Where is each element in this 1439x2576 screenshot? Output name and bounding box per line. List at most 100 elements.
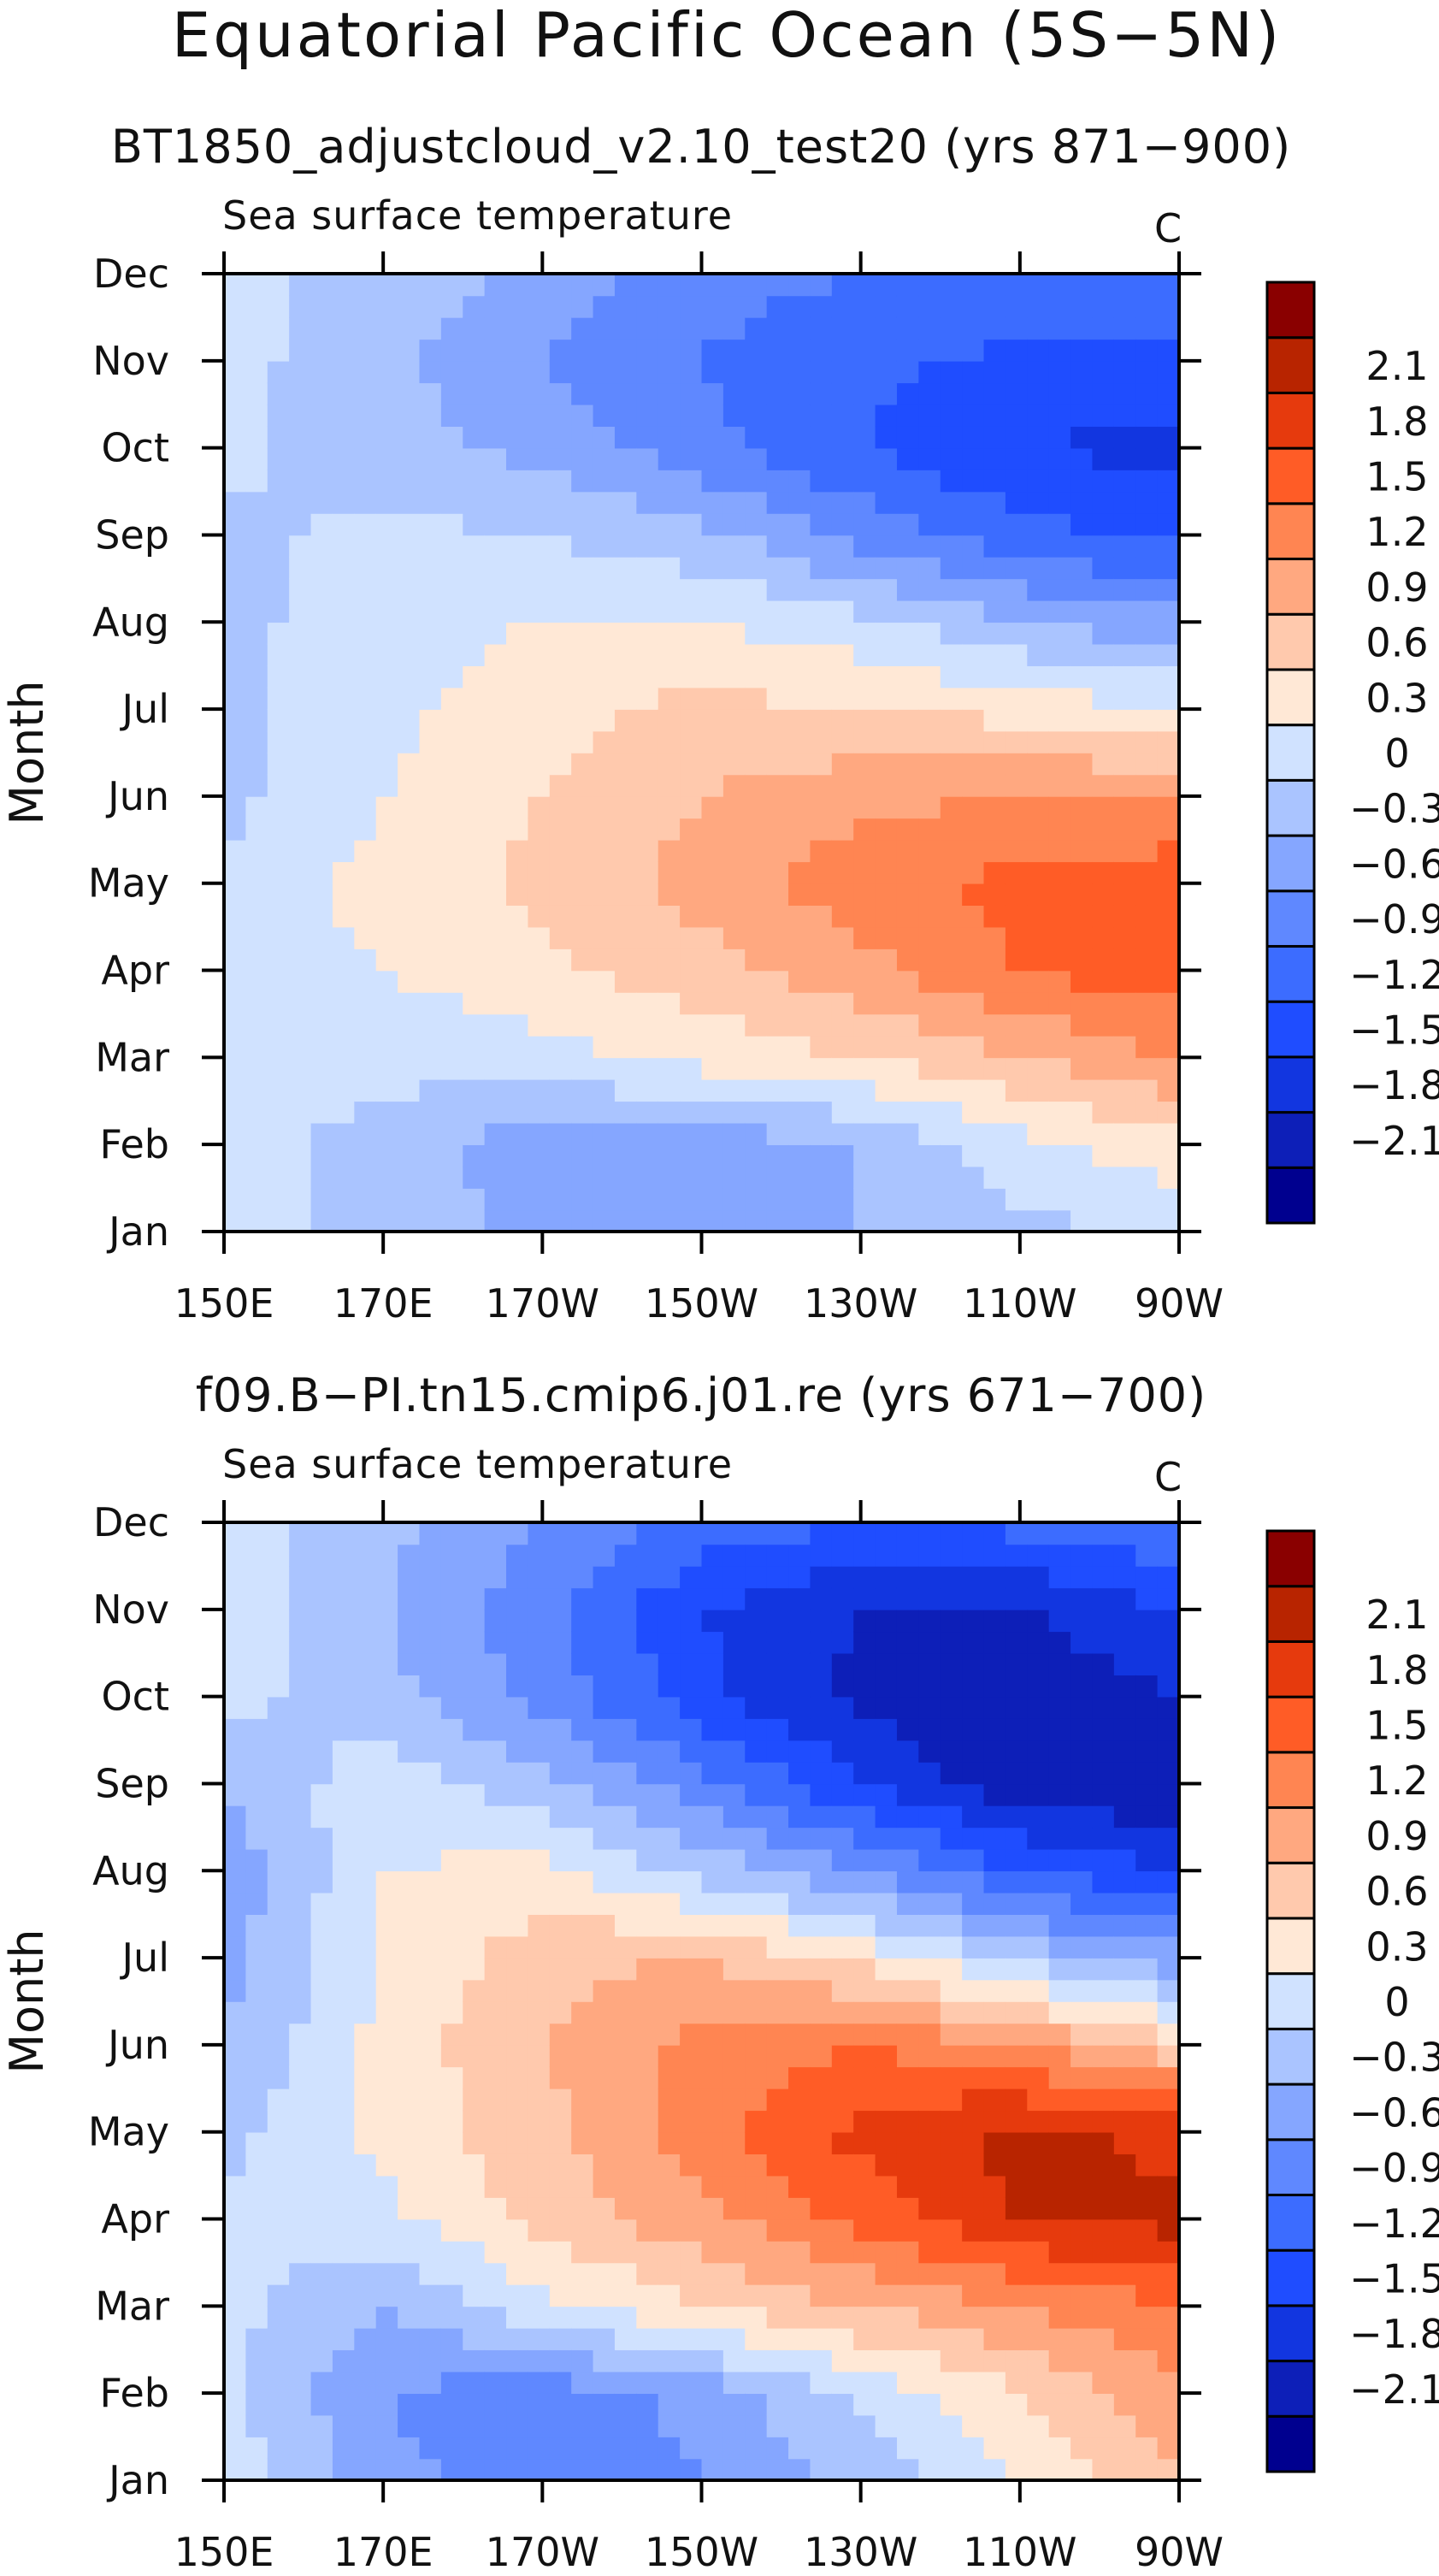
heatmap-cell	[983, 1870, 1006, 1894]
heatmap-cell	[636, 2306, 659, 2329]
heatmap-cell	[831, 2349, 855, 2372]
heatmap-cell	[831, 382, 855, 405]
y-tick-label: Jul	[119, 686, 169, 732]
heatmap-cell	[896, 1609, 920, 1633]
heatmap-cell	[722, 905, 746, 928]
heatmap-cell	[983, 970, 1006, 993]
heatmap-cell	[1113, 1892, 1137, 1915]
heatmap-cell	[419, 992, 442, 1015]
heatmap-cell	[419, 2219, 442, 2242]
heatmap-cell	[918, 1122, 941, 1145]
heatmap-cell	[528, 1587, 551, 1610]
heatmap-cell	[463, 316, 486, 340]
heatmap-cell	[636, 470, 659, 493]
heatmap-cell	[440, 665, 464, 688]
heatmap-cell	[593, 1740, 616, 1763]
heatmap-cell	[310, 2284, 333, 2307]
colorbar-swatch	[1265, 1640, 1316, 1699]
heatmap-cell	[962, 1609, 985, 1633]
heatmap-cell	[722, 1675, 746, 1698]
heatmap-cell	[831, 2023, 855, 2046]
heatmap-cell	[1092, 2306, 1115, 2329]
heatmap-cell	[289, 360, 312, 384]
heatmap-cell	[354, 818, 377, 841]
heatmap-cell	[1113, 861, 1137, 884]
heatmap-cell	[614, 905, 638, 928]
heatmap-cell	[896, 1696, 920, 1719]
heatmap-cell	[375, 578, 398, 601]
colorbar-swatch	[1265, 502, 1316, 561]
heatmap-cell	[440, 1078, 464, 1102]
heatmap-cell	[506, 1979, 529, 2002]
heatmap-cell	[1157, 1762, 1180, 1785]
heatmap-cell	[398, 1805, 421, 1829]
heatmap-cell	[831, 1122, 855, 1145]
heatmap-cell	[875, 1101, 898, 1124]
heatmap-cell	[528, 818, 551, 841]
heatmap-cell	[528, 1609, 551, 1633]
heatmap-cell	[701, 687, 724, 710]
heatmap-cell	[1135, 470, 1159, 493]
heatmap-cell	[398, 1740, 421, 1763]
heatmap-cell	[571, 818, 594, 841]
heatmap-cell	[463, 1057, 486, 1080]
heatmap-cell	[1005, 1892, 1029, 1915]
heatmap-cell	[549, 2414, 572, 2437]
heatmap-cell	[788, 2284, 811, 2307]
heatmap-cell	[1157, 1979, 1180, 2002]
heatmap-cell	[722, 2131, 746, 2154]
heatmap-cell	[463, 295, 486, 318]
heatmap-cell	[484, 1013, 507, 1037]
heatmap-cell	[1005, 295, 1029, 318]
heatmap-cell	[983, 1935, 1006, 1959]
heatmap-cell	[506, 1935, 529, 1959]
heatmap-cell	[398, 795, 421, 819]
heatmap-cell	[962, 818, 985, 841]
heatmap-cell	[267, 774, 290, 797]
heatmap-cell	[983, 622, 1006, 645]
heatmap-cell	[463, 274, 486, 297]
heatmap-cell	[398, 709, 421, 732]
x-tick-label: 150E	[174, 1280, 274, 1326]
heatmap-cell	[1157, 1565, 1180, 1589]
heatmap-cell	[896, 2414, 920, 2437]
heatmap-cell	[680, 1522, 703, 1545]
heatmap-cell	[267, 1144, 290, 1167]
heatmap-cell	[1070, 382, 1094, 405]
heatmap-cell	[983, 2458, 1006, 2481]
heatmap-cell	[962, 970, 985, 993]
heatmap-cell	[1113, 470, 1137, 493]
heatmap-cell	[245, 948, 268, 972]
heatmap-cell	[614, 295, 638, 318]
heatmap-cell	[1157, 1144, 1180, 1167]
heatmap-cell	[940, 2001, 963, 2024]
heatmap-cell	[1157, 1958, 1180, 1981]
heatmap-cell	[636, 1914, 659, 1937]
heatmap-cell	[398, 2262, 421, 2285]
heatmap-cell	[701, 2284, 724, 2307]
heatmap-cell	[722, 2437, 746, 2460]
heatmap-cell	[463, 839, 486, 863]
colorbar-swatch	[1265, 558, 1316, 616]
heatmap-cell	[289, 883, 312, 906]
heatmap-cell	[245, 491, 268, 514]
heatmap-cell	[419, 1078, 442, 1102]
heatmap-cell	[658, 513, 681, 536]
heatmap-cell	[788, 470, 811, 493]
heatmap-cell	[853, 1166, 876, 1189]
heatmap-cell	[1005, 2349, 1029, 2372]
heatmap-cell	[680, 2371, 703, 2394]
heatmap-cell	[549, 2154, 572, 2177]
heatmap-cell	[463, 795, 486, 819]
heatmap-cell	[940, 2414, 963, 2437]
heatmap-cell	[788, 578, 811, 601]
heatmap-cell	[310, 1209, 333, 1232]
heatmap-cell	[354, 948, 377, 972]
heatmap-cell	[1135, 1101, 1159, 1124]
heatmap-cell	[1157, 1035, 1180, 1059]
heatmap-cell	[332, 753, 356, 776]
heatmap-cell	[484, 905, 507, 928]
heatmap-cell	[810, 1805, 833, 1829]
heatmap-cell	[1070, 1144, 1094, 1167]
heatmap-cell	[722, 1078, 746, 1102]
